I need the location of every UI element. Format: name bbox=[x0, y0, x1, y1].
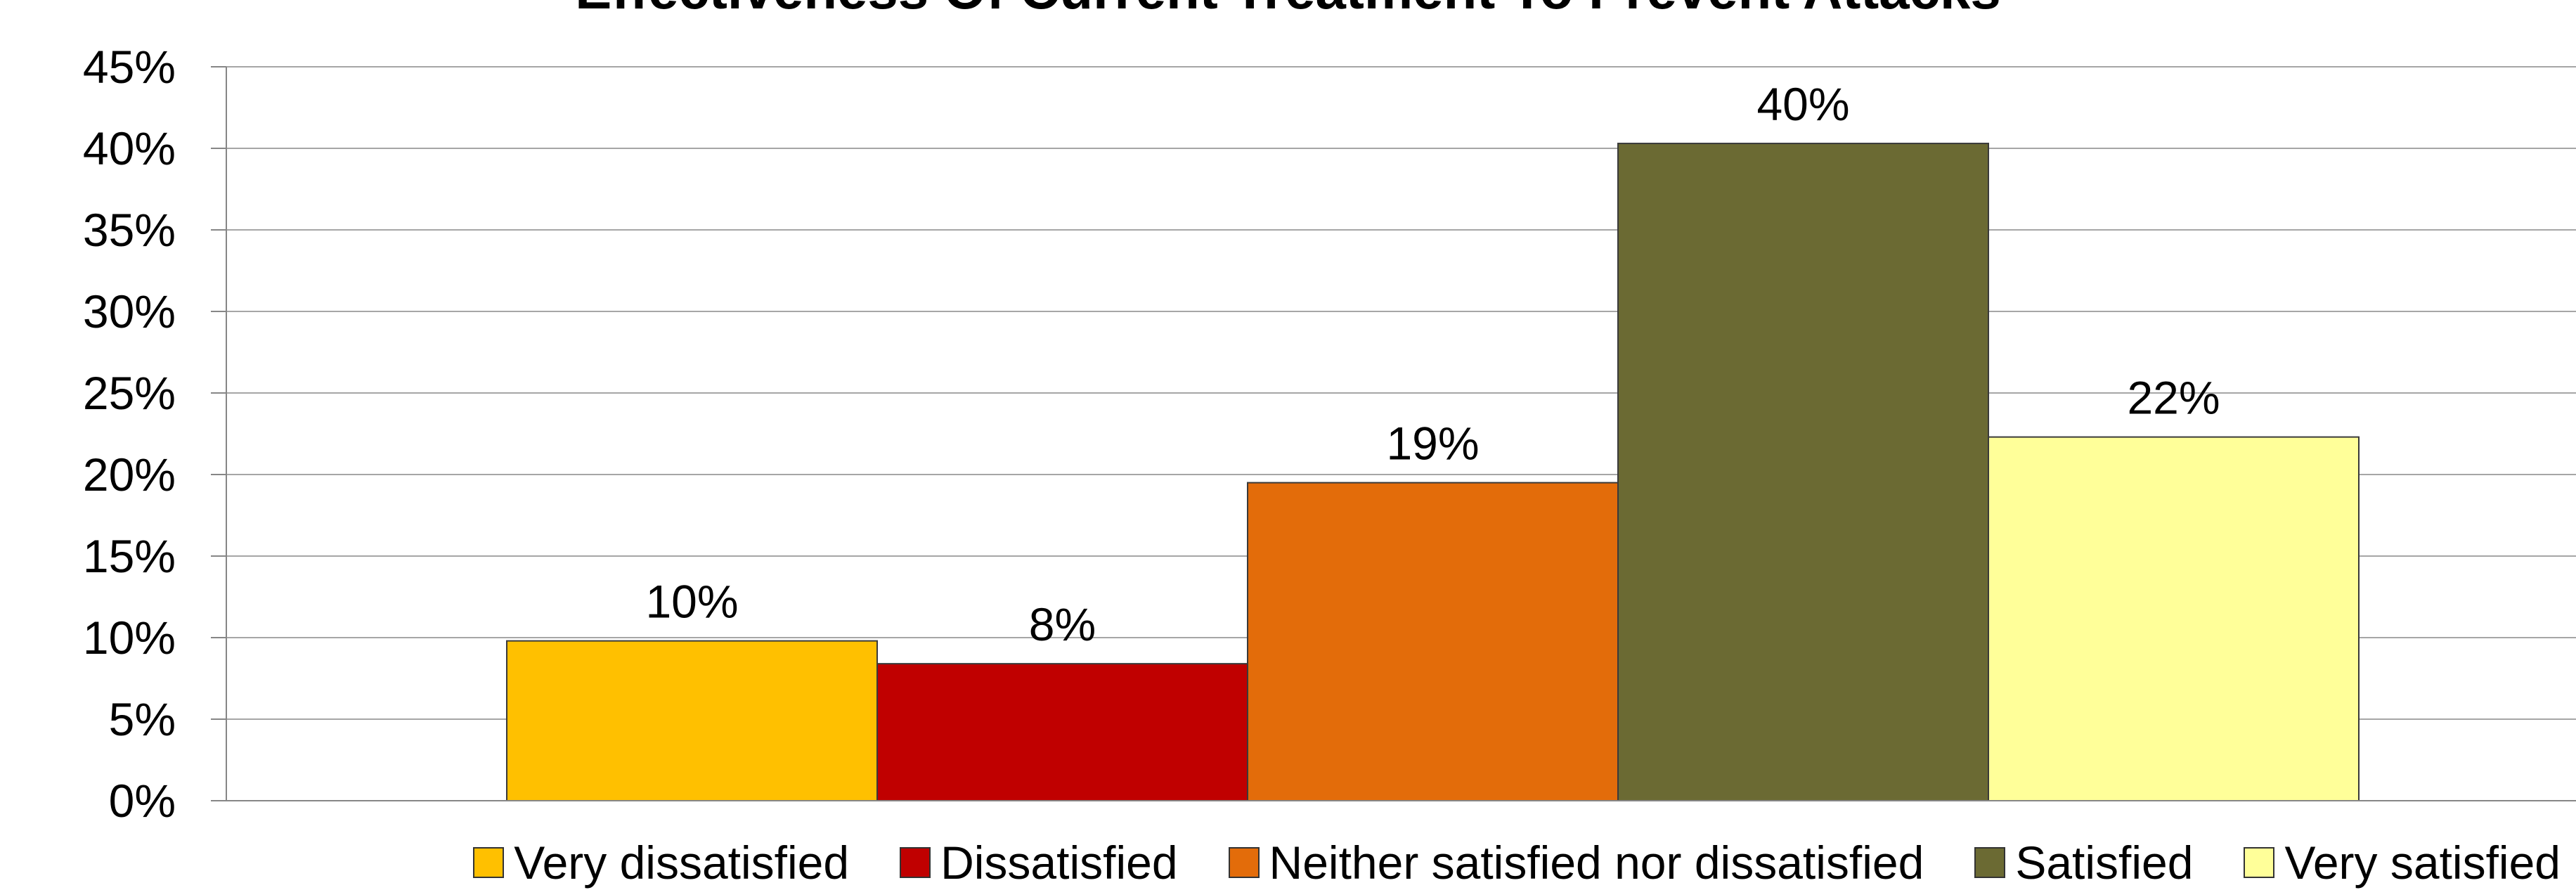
data-label: 22% bbox=[2127, 372, 2220, 424]
legend-item-dissatisfied: Dissatisfied bbox=[900, 836, 1178, 889]
legend-item-satisfied: Satisfied bbox=[1974, 836, 2193, 889]
bar-very-satisfied bbox=[1988, 436, 2360, 801]
legend-item-very-dissatisfied: Very dissatisfied bbox=[473, 836, 849, 889]
y-tick-label: 20% bbox=[83, 449, 176, 501]
bar-neither-satisfied-nor-dissatisfied bbox=[1247, 482, 1619, 801]
y-tick-label: 25% bbox=[83, 367, 176, 419]
y-axis-ticks: 0% 5% 10% 15% 20% 25% 30% 35% 40% 45% bbox=[83, 41, 226, 827]
legend-swatch bbox=[1228, 847, 1260, 878]
legend-label: Very satisfied bbox=[2284, 837, 2561, 889]
y-tick-label: 0% bbox=[109, 775, 176, 827]
data-label: 40% bbox=[1756, 78, 1849, 130]
y-tick-label: 35% bbox=[83, 204, 176, 256]
legend-label: Satisfied bbox=[2015, 837, 2194, 889]
legend-item-very-satisfied: Very satisfied bbox=[2244, 836, 2561, 889]
y-tick-label: 5% bbox=[109, 693, 176, 745]
y-tick-label: 45% bbox=[83, 41, 176, 93]
y-tick-label: 40% bbox=[83, 122, 176, 174]
legend-swatch bbox=[900, 847, 931, 878]
bars bbox=[506, 143, 2360, 802]
data-label: 19% bbox=[1386, 418, 1479, 470]
legend-label: Very dissatisfied bbox=[514, 837, 850, 889]
chart-title: Effectiveness Of Current Treatment To Pr… bbox=[0, 0, 2576, 22]
y-tick-label: 30% bbox=[83, 285, 176, 337]
legend-item-neither: Neither satisfied nor dissatisfied bbox=[1228, 836, 1924, 889]
legend-swatch bbox=[1974, 847, 2006, 878]
legend-swatch bbox=[2244, 847, 2275, 878]
data-labels: 10% 8% 19% 40% 22% bbox=[645, 78, 2220, 650]
bar-very-dissatisfied bbox=[506, 640, 878, 802]
data-label: 8% bbox=[1029, 598, 1096, 650]
y-tick-label: 10% bbox=[83, 612, 176, 664]
legend-label: Neither satisfied nor dissatisfied bbox=[1269, 837, 1924, 889]
bar-dissatisfied bbox=[876, 663, 1248, 801]
legend-label: Dissatisfied bbox=[940, 837, 1178, 889]
data-label: 10% bbox=[645, 576, 738, 628]
legend: Very dissatisfied Dissatisfied Neither s… bbox=[0, 835, 2576, 890]
bar-satisfied bbox=[1617, 143, 1989, 802]
legend-swatch bbox=[473, 847, 505, 878]
y-tick-label: 15% bbox=[83, 530, 176, 582]
axes bbox=[226, 67, 2576, 801]
